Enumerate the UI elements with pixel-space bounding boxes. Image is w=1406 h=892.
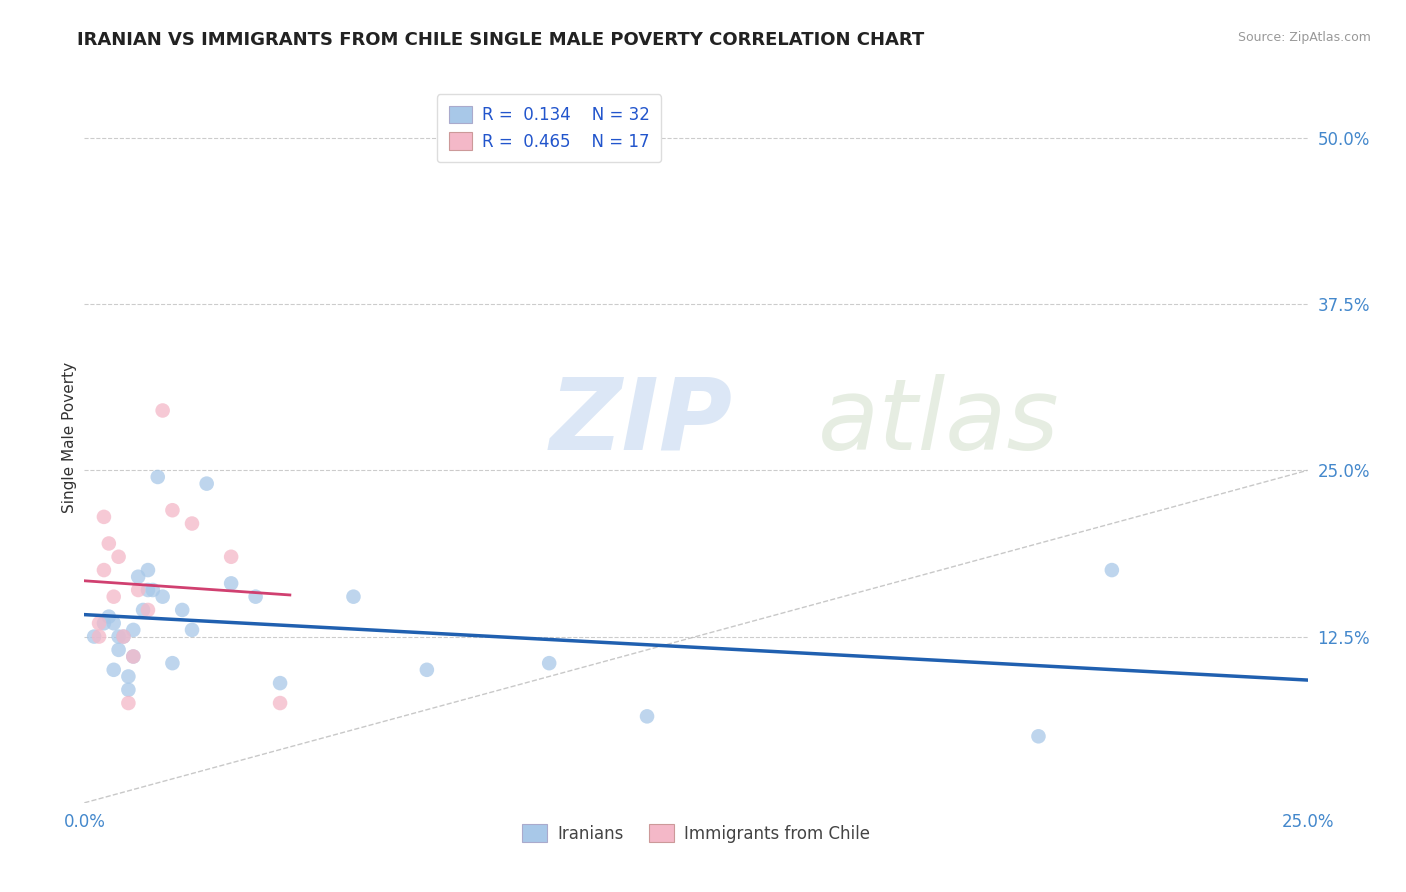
Point: [97, 609, 120, 624]
Point: [146, 470, 169, 484]
Point: [117, 696, 139, 710]
Y-axis label: Single Male Poverty: Single Male Poverty: [62, 361, 77, 513]
Point: [122, 649, 145, 664]
Point: [1101, 563, 1123, 577]
Point: [93, 509, 115, 524]
Point: [112, 630, 135, 644]
Point: [83, 630, 105, 644]
Point: [1028, 729, 1050, 743]
Point: [142, 582, 165, 597]
Point: [172, 603, 194, 617]
Point: [162, 656, 184, 670]
Point: [136, 603, 159, 617]
Point: [219, 576, 242, 591]
Point: [181, 623, 204, 637]
Point: [132, 603, 155, 617]
Text: Source: ZipAtlas.com: Source: ZipAtlas.com: [1237, 31, 1371, 45]
Point: [97, 536, 120, 550]
Point: [162, 503, 184, 517]
Point: [181, 516, 204, 531]
Text: IRANIAN VS IMMIGRANTS FROM CHILE SINGLE MALE POVERTY CORRELATION CHART: IRANIAN VS IMMIGRANTS FROM CHILE SINGLE …: [77, 31, 925, 49]
Point: [103, 663, 125, 677]
Point: [93, 616, 115, 631]
Point: [107, 643, 129, 657]
Point: [219, 549, 242, 564]
Point: [136, 582, 159, 597]
Text: ZIP: ZIP: [550, 374, 733, 471]
Point: [195, 476, 218, 491]
Point: [107, 549, 129, 564]
Point: [93, 563, 115, 577]
Point: [127, 582, 149, 597]
Point: [122, 623, 145, 637]
Point: [112, 630, 135, 644]
Point: [122, 649, 145, 664]
Text: atlas: atlas: [818, 374, 1060, 471]
Legend: Iranians, Immigrants from Chile: Iranians, Immigrants from Chile: [516, 818, 876, 849]
Point: [269, 696, 291, 710]
Point: [107, 630, 129, 644]
Point: [136, 563, 159, 577]
Point: [152, 403, 174, 417]
Point: [152, 590, 174, 604]
Point: [103, 590, 125, 604]
Point: [87, 616, 110, 631]
Point: [87, 630, 110, 644]
Point: [342, 590, 364, 604]
Point: [538, 656, 561, 670]
Point: [127, 570, 149, 584]
Point: [636, 709, 658, 723]
Point: [117, 682, 139, 697]
Point: [103, 616, 125, 631]
Point: [416, 663, 439, 677]
Point: [245, 590, 267, 604]
Point: [269, 676, 291, 690]
Point: [117, 669, 139, 683]
